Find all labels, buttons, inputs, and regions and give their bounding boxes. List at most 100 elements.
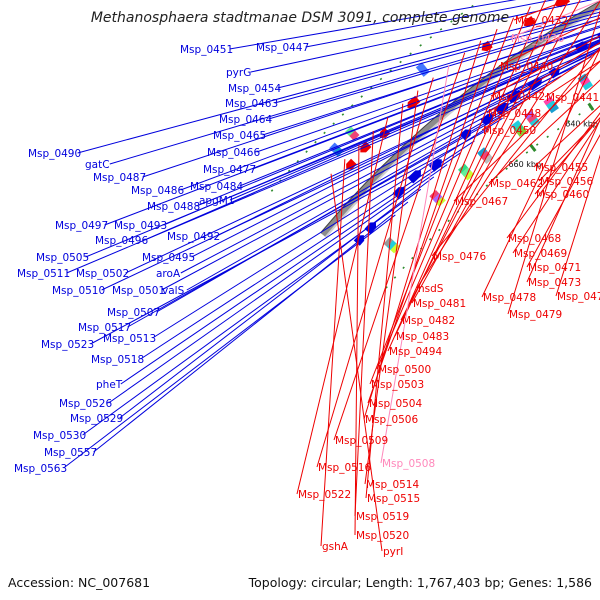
gc-block-stripe — [480, 150, 491, 161]
leader-line — [354, 130, 374, 517]
gene-label-right: Msp_0448 — [488, 108, 541, 120]
gc-block-stripe — [548, 104, 559, 114]
gene-label-left: Msp_0507 — [107, 307, 160, 319]
gene-arrow-shape — [364, 222, 377, 235]
leader-line — [77, 11, 600, 154]
gene-label-right: Msp_0450 — [483, 125, 536, 137]
leader-line — [277, 8, 600, 89]
gene-label-left: gatC — [85, 159, 110, 171]
gene-label-left: Msp_0557 — [44, 447, 97, 459]
gc-block-stripe — [516, 127, 527, 137]
gene-label-right: Msp_0442 — [492, 91, 545, 103]
gene-label-right: Msp_0460 — [536, 189, 589, 201]
gene-label-left: Msp_0492 — [167, 231, 220, 243]
gene-label-left: Msp_0517 — [78, 322, 131, 334]
leader-line — [363, 40, 482, 420]
gene-label-right: Msp_0514 — [366, 479, 419, 491]
leader-line — [526, 134, 600, 268]
gc-block-stripe — [526, 114, 538, 124]
gene-label-right: Msp_0455 — [535, 162, 588, 174]
gene-arrow-shape — [346, 158, 357, 170]
leader-line — [380, 64, 450, 464]
leader-line — [305, 0, 556, 48]
leader-line — [144, 42, 600, 241]
gene-label-right: Msp_0471 — [528, 262, 581, 274]
gene-label-left: pheT — [96, 379, 123, 391]
gene-label-left: Msp_0518 — [91, 354, 144, 366]
gene-label-right: Msp_0494 — [389, 346, 442, 358]
leader-line — [82, 188, 422, 436]
leader-line — [180, 56, 592, 274]
gene-labels: Msp_0451 Msp_0447 pyrG Msp_0454 Msp_0463 Msp_… — [14, 15, 600, 558]
leader-line — [140, 140, 475, 360]
gc-block-stripe — [546, 100, 557, 110]
gene-label-left: Msp_0451 — [180, 44, 233, 56]
gene-label-left: Msp_0505 — [36, 252, 89, 264]
tick-mark — [529, 143, 537, 152]
leader-line — [376, 6, 531, 370]
gene-label-right: Msp_0479 — [509, 309, 562, 321]
gene-label-right: Msp_0481 — [413, 298, 466, 310]
leader-line — [316, 77, 434, 468]
gene-label-left: Msp_0526 — [59, 398, 112, 410]
gene-label-left: Msp_0484 — [190, 181, 243, 193]
gc-block-stripe — [464, 170, 475, 181]
gene-label-right: Msp_0482 — [402, 315, 455, 327]
leader-line — [101, 65, 577, 291]
accession-label: Accession: NC_007681 — [8, 575, 151, 590]
leader-line — [512, 119, 600, 254]
leader-line — [262, 26, 600, 136]
gene-label-right: Msp_0441 — [546, 92, 599, 104]
leader-line — [533, 105, 600, 168]
gene-label-left: Msp_0466 — [207, 147, 260, 159]
gene-label-left: Msp_0513 — [103, 333, 156, 345]
gene-arrow — [346, 158, 357, 170]
gene-label-right: Msp_0519 — [356, 511, 409, 523]
gc-block-stripe — [415, 62, 426, 73]
gene-arrow — [407, 170, 421, 184]
gc-block-stripe — [524, 110, 535, 120]
leader-line — [66, 47, 600, 274]
leader-line — [453, 60, 600, 202]
gene-label-left: valS — [162, 285, 185, 297]
gene-label-left: Msp_0490 — [28, 148, 81, 160]
leader-line — [411, 0, 581, 304]
backbone-highlight — [324, 7, 600, 238]
gene-label-left: Msp_0464 — [219, 114, 272, 126]
leader-line — [526, 118, 600, 283]
leader-line — [196, 38, 600, 207]
gene-arrow-shape — [523, 15, 536, 27]
gc-block-stripe — [529, 117, 540, 128]
gene-label-right: Msp_0516 — [318, 462, 371, 474]
gene-label-left: Msp_0497 — [55, 220, 108, 232]
gene-label-left: Msp_0523 — [41, 339, 94, 351]
leader-line — [256, 32, 600, 153]
gc-block-stripe — [429, 190, 440, 200]
gene-label-left: Msp_0447 — [256, 42, 309, 54]
leader-line — [333, 52, 466, 441]
gc-block-stripe — [435, 196, 446, 207]
leader-line — [367, 28, 498, 404]
leader-line — [180, 33, 600, 191]
gene-label-right: Msp_0500 — [378, 364, 431, 376]
gene-label-right: Msp_0520 — [356, 530, 409, 542]
backbone-ring — [321, 1, 600, 238]
leader-line — [229, 0, 517, 50]
label-leader-lines — [63, 0, 600, 552]
leader-line — [119, 176, 435, 419]
leader-line — [186, 85, 547, 291]
gene-label-right: Msp_0467 — [455, 196, 508, 208]
gene-label-left: apgM1 — [199, 195, 235, 207]
leader-line — [63, 214, 396, 469]
leader-line — [93, 201, 409, 453]
gene-label-right: Msp_0509 — [335, 435, 388, 447]
leader-line — [161, 75, 562, 291]
leader-line — [250, 0, 593, 73]
gene-label-right: Msp_0440 — [500, 61, 553, 73]
leader-line — [431, 46, 600, 257]
gene-label-left: Msp_0493 — [114, 220, 167, 232]
gc-block — [543, 96, 559, 114]
gene-label-right: Msp_0503 — [371, 379, 424, 391]
gene-label-right: gshA — [322, 541, 349, 553]
